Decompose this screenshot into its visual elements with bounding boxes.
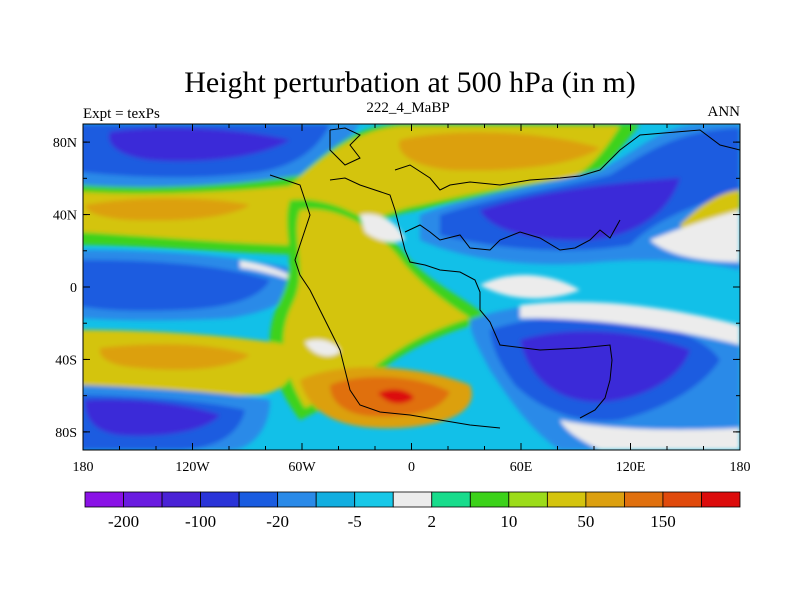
colorbar-swatch — [123, 491, 163, 508]
lat-tick-label: 0 — [70, 281, 77, 296]
figure-title: Height perturbation at 500 hPa (in m) — [184, 66, 636, 99]
colorbar-swatch — [277, 491, 317, 508]
colorbar-swatch — [200, 491, 240, 508]
colorbar-swatch — [392, 491, 433, 508]
colorbar-label: 150 — [650, 512, 676, 531]
lon-tick-label: 180 — [73, 460, 94, 475]
colorbar-swatch — [662, 491, 702, 508]
colorbar-label: -100 — [185, 512, 216, 531]
colorbar-swatch — [431, 491, 471, 508]
latitude-axis: 80N 40N 0 40S 80S — [53, 136, 740, 441]
lat-tick-label: 40S — [55, 353, 77, 368]
subtitle-right: ANN — [708, 104, 741, 120]
colorbar-label: -5 — [348, 512, 362, 531]
lon-tick-label: 120W — [175, 460, 210, 475]
field-neutral-central — [360, 214, 405, 243]
field-core-low-sh-far — [85, 399, 220, 436]
lon-tick-label: 60W — [288, 460, 316, 475]
map-field — [83, 124, 740, 450]
field-neutral-sh-west-small — [305, 339, 340, 357]
field-peak-sh-west — [99, 344, 250, 370]
colorbar-swatch — [354, 491, 394, 508]
field-neutral-sh-east — [520, 301, 740, 345]
colorbar-label: -200 — [108, 512, 139, 531]
field-peak-nh-east — [399, 132, 600, 171]
field-neutral-sh-south — [560, 420, 740, 450]
field-extreme-sh-central — [378, 389, 414, 404]
colorbar-label: 10 — [500, 512, 517, 531]
colorbar-label: 50 — [577, 512, 594, 531]
colorbar-label: 2 — [428, 512, 437, 531]
coastline-americas — [269, 174, 501, 429]
longitude-axis: 180 120W 60W 0 60E 120E 180 — [73, 124, 751, 475]
lat-tick-label: 80S — [55, 426, 77, 441]
colorbar-swatch — [624, 491, 664, 508]
field-core-low-nh-west — [109, 127, 291, 162]
colorbar-swatch — [701, 491, 741, 508]
colorbar-swatch — [469, 491, 510, 508]
coastline-americas-east — [329, 177, 613, 419]
colorbar-swatch — [585, 491, 625, 508]
subtitle-left: Expt = texPs — [83, 106, 160, 122]
lon-tick-label: 120E — [616, 460, 646, 475]
lat-tick-label: 80N — [53, 136, 77, 151]
lon-tick-label: 0 — [408, 460, 415, 475]
coastline-asia-south — [404, 219, 621, 251]
coastline-greenland — [329, 127, 361, 166]
field-high-central-inner — [283, 209, 470, 408]
colorbar: -200 -100 -20 -5 2 10 50 150 — [84, 491, 741, 531]
field-peak-nh-west — [85, 198, 250, 221]
field-deep-low-eq-west — [83, 260, 270, 311]
colorbar-label: -20 — [266, 512, 289, 531]
lon-tick-label: 180 — [730, 460, 751, 475]
colorbar-swatch — [161, 491, 201, 508]
field-core-low-nh-east — [480, 178, 680, 241]
lon-tick-label: 60E — [510, 460, 533, 475]
colorbar-swatch — [84, 491, 124, 508]
field-neutral-eq-east — [480, 274, 580, 299]
subtitle-center: 222_4_MaBP — [366, 100, 449, 116]
colorbar-swatch — [238, 491, 279, 508]
colorbar-swatch — [508, 491, 548, 508]
colorbar-swatch — [546, 491, 587, 508]
colorbar-swatch — [315, 491, 356, 508]
lat-tick-label: 40N — [53, 209, 77, 224]
coastlines — [269, 127, 740, 429]
field-neutral-nh-far-east — [650, 210, 740, 262]
coastline-eurasia — [394, 129, 740, 191]
